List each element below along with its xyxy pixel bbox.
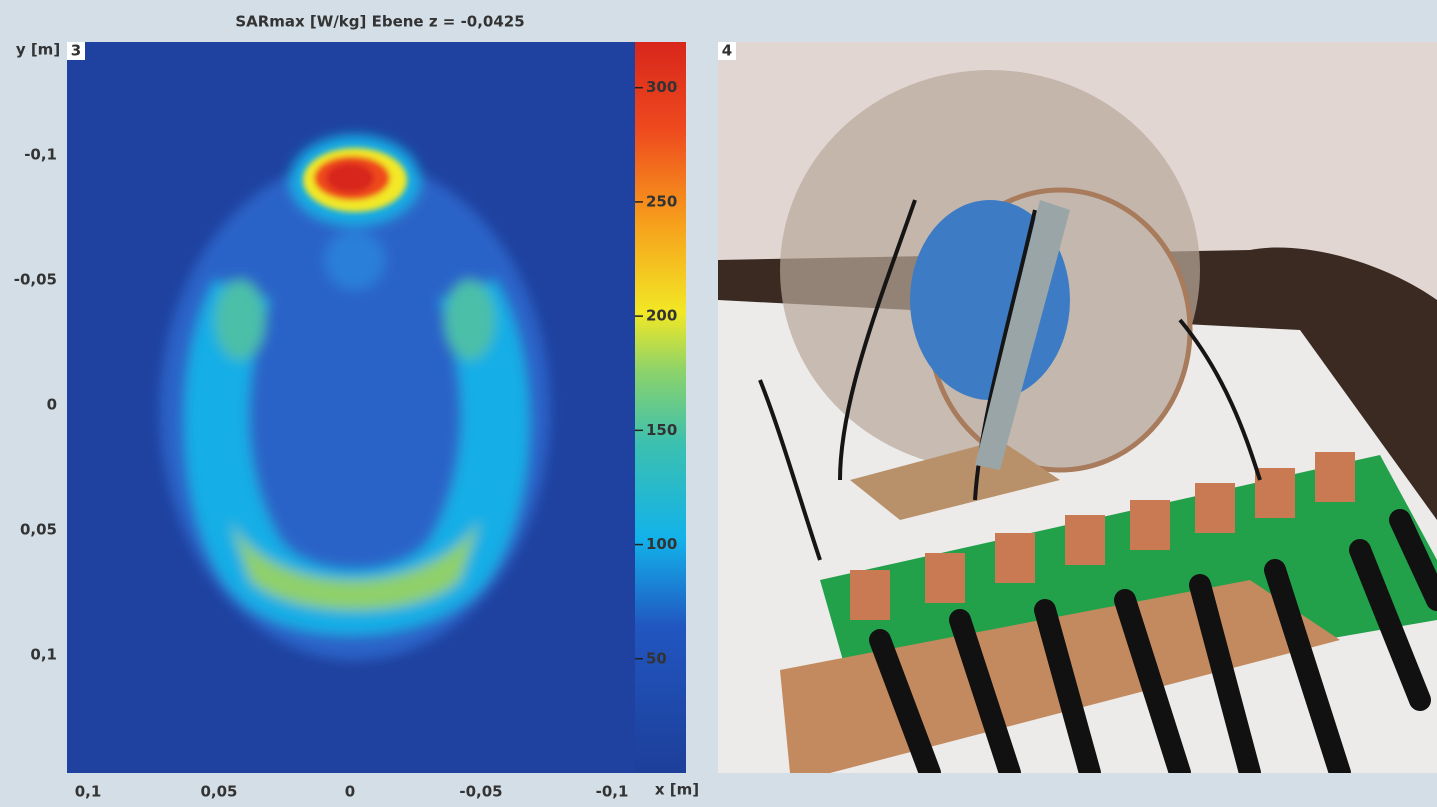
panel-label: 4 [722,42,732,60]
y-tick-label: 0,05 [20,521,57,539]
x-tick-label: 0 [345,783,355,801]
x-tick-label: -0,05 [459,783,502,801]
x-tick-label: -0,1 [596,783,629,801]
photo [718,42,1437,773]
panel-label: 3 [71,42,81,60]
y-tick-label: 0 [47,396,57,414]
colorbar-tick-label: 50 [646,649,667,667]
y-axis-label: y [m] [16,41,60,59]
y-tick-label: 0,1 [30,646,57,664]
colorbar-tick-label: 150 [646,421,677,439]
panel-badge [67,42,85,60]
y-tick-label: -0,1 [24,146,57,164]
panel-badge [718,42,736,60]
colorbar-tick-label: 200 [646,307,677,325]
colorbar [635,42,686,773]
x-tick-label: 0,05 [200,783,237,801]
x-tick-label: 0,1 [75,783,102,801]
y-tick-label: -0,05 [14,271,57,289]
x-axis-label: x [m] [655,781,699,799]
chart-title: SARmax [W/kg] Ebene z = -0,0425 [235,13,524,31]
heatmap [67,42,635,773]
colorbar-tick-label: 250 [646,192,677,210]
colorbar-tick-label: 300 [646,78,677,96]
colorbar-tick-label: 100 [646,535,677,553]
